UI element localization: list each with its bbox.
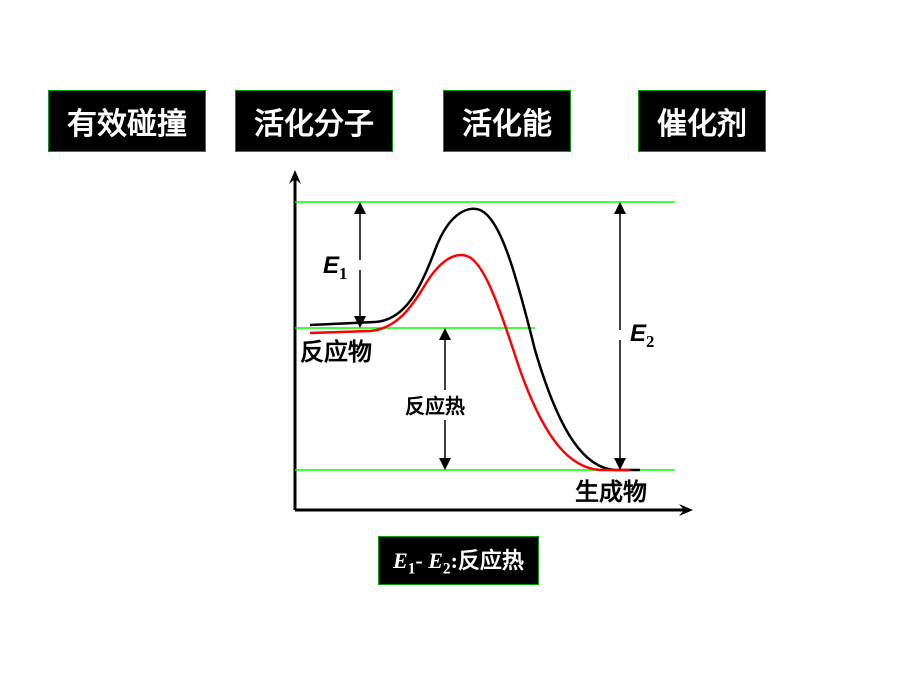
title-text-2: 活化分子 [254, 108, 374, 141]
formula-box: E1- E2:反应热 [378, 536, 539, 585]
title-box-2: 活化分子 [235, 90, 393, 152]
title-text-4: 催化剂 [657, 108, 747, 141]
label-reactant: 反应物 [300, 332, 372, 367]
formula-rest: :反应热 [451, 548, 524, 573]
formula-minus: - [415, 548, 428, 573]
title-text-1: 有效碰撞 [67, 108, 187, 141]
title-box-4: 催化剂 [638, 90, 766, 152]
title-box-1: 有效碰撞 [48, 90, 206, 152]
energy-diagram: E1 E2 反应物 反应热 生成物 [275, 170, 695, 530]
label-e2: E2 [630, 320, 654, 352]
formula-e1: E [393, 548, 408, 573]
label-heat: 反应热 [405, 390, 465, 419]
formula-e2: E [428, 548, 443, 573]
title-box-3: 活化能 [443, 90, 571, 152]
label-product: 生成物 [575, 472, 647, 507]
title-text-3: 活化能 [462, 108, 552, 141]
label-e1: E1 [323, 252, 347, 284]
